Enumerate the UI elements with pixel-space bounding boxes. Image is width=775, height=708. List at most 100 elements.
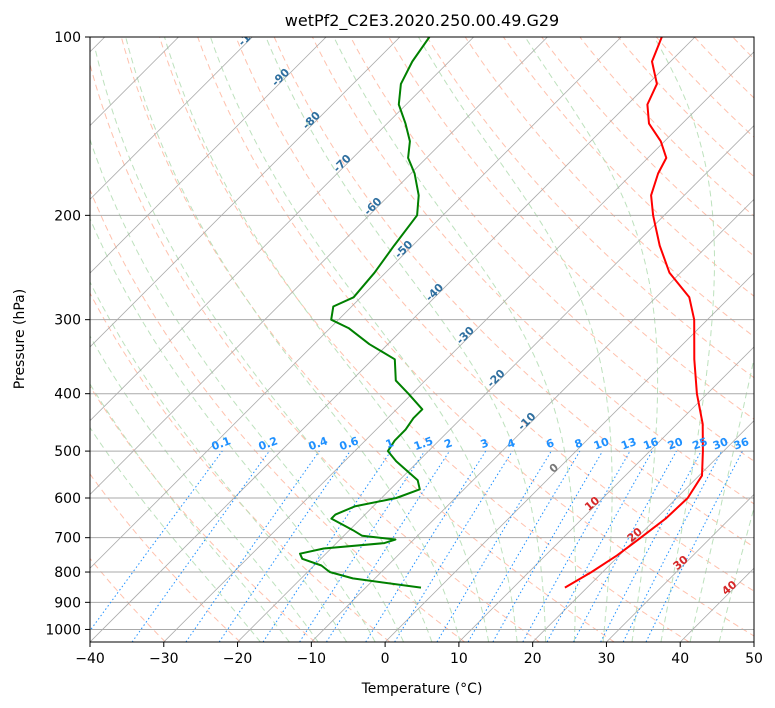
x-tick-label: 10 xyxy=(450,651,468,667)
dry-adiabat xyxy=(235,37,754,592)
dry-adiabat xyxy=(426,37,754,379)
moist-adiabat xyxy=(418,37,613,642)
dry-adiabat-label: -100 xyxy=(236,20,265,49)
chart-title: wetPf2_C2E3.2020.250.00.49.G29 xyxy=(285,11,559,31)
mixing-ratio-label: 1 xyxy=(384,436,396,451)
moist-adiabat-label: 40 xyxy=(719,578,739,598)
isotherm xyxy=(90,37,696,642)
dry-adiabat xyxy=(541,37,754,257)
sounding-series-line xyxy=(299,37,431,589)
mixing-ratio-label: 8 xyxy=(573,436,585,451)
y-tick-label: 200 xyxy=(54,208,81,224)
isotherm xyxy=(90,37,474,422)
dry-adiabat xyxy=(90,62,540,642)
mixing-ratio-line xyxy=(325,450,450,642)
mixing-ratio-label: 25 xyxy=(691,435,710,452)
mixing-ratio-label: 0.6 xyxy=(338,434,361,453)
dry-adiabat-label: -30 xyxy=(454,324,477,347)
mixing-ratio-line xyxy=(394,450,513,642)
dry-adiabat xyxy=(311,37,754,505)
mixing-ratio-line xyxy=(436,450,552,642)
mixing-ratio-label: 30 xyxy=(711,435,730,453)
mixing-ratio-line xyxy=(131,450,270,642)
isotherm xyxy=(163,51,754,642)
isotherm xyxy=(753,641,754,642)
mixing-ratio-line xyxy=(546,450,653,642)
dry-adiabat xyxy=(197,37,754,637)
mixing-ratio-line xyxy=(573,450,677,642)
mixing-ratio-line xyxy=(262,450,392,642)
plot-frame xyxy=(89,36,755,643)
y-tick-label: 700 xyxy=(54,531,81,547)
mixing-ratio-line xyxy=(522,450,631,642)
y-tick-label: 600 xyxy=(54,491,81,507)
mixing-ratio-line xyxy=(185,450,320,642)
isotherm xyxy=(90,37,622,569)
moist-adiabat xyxy=(265,37,547,642)
moist-adiabat xyxy=(90,426,261,642)
dry-adiabat xyxy=(273,37,754,548)
moist-adiabat xyxy=(90,335,319,642)
mixing-ratio-label: 20 xyxy=(666,435,685,453)
mixing-ratio-label: 3 xyxy=(479,436,491,451)
dry-adiabat xyxy=(694,37,754,99)
y-tick-label: 300 xyxy=(54,313,81,329)
isotherm xyxy=(90,37,548,496)
mixing-ratio-label: 1.5 xyxy=(412,434,435,453)
mixing-ratio-line xyxy=(365,450,487,642)
isotherm xyxy=(90,37,327,274)
moist-adiabat xyxy=(125,37,461,642)
x-tick-label: 30 xyxy=(598,651,616,667)
mixing-ratio-label: 4 xyxy=(505,436,517,451)
dry-adiabat xyxy=(464,37,754,338)
y-tick-label: 900 xyxy=(54,595,81,611)
moist-adiabat xyxy=(164,37,490,642)
dry-adiabat xyxy=(90,188,465,642)
moist-adiabat xyxy=(524,37,659,642)
mixing-ratio-label: 0.1 xyxy=(210,434,233,453)
sounding-series-line xyxy=(564,37,704,589)
dry-adiabat xyxy=(655,37,754,138)
dry-adiabat xyxy=(502,37,754,297)
moist-adiabat xyxy=(90,383,290,642)
mixing-ratio-line xyxy=(90,450,223,632)
isotherm xyxy=(606,493,754,642)
isotherm xyxy=(532,420,754,642)
dry-adiabat-label: -80 xyxy=(300,109,323,132)
mixing-ratio-line xyxy=(622,450,723,642)
moist-adiabat xyxy=(689,356,754,642)
y-tick-label: 500 xyxy=(54,444,81,460)
dry-adiabat-label: -10 xyxy=(515,410,538,433)
dry-adiabat xyxy=(90,473,241,642)
dry-adiabat xyxy=(350,37,754,462)
dry-adiabat-label: -40 xyxy=(423,281,446,304)
isotherm xyxy=(90,37,253,200)
mixing-ratio-line xyxy=(299,450,426,642)
x-tick-label: −40 xyxy=(75,651,105,667)
mixing-ratio-label: 2 xyxy=(442,436,454,451)
mixing-ratio-label: 36 xyxy=(732,435,751,453)
dry-adiabat xyxy=(120,37,615,642)
moist-adiabat xyxy=(90,280,348,642)
dry-adiabat-label: -20 xyxy=(484,367,507,390)
y-tick-label: 800 xyxy=(54,565,81,581)
mixing-ratio-label: 0.4 xyxy=(307,434,330,453)
moist-adiabat-label: 10 xyxy=(582,494,602,514)
mixing-ratio-label: 6 xyxy=(544,436,556,451)
moist-adiabat xyxy=(90,137,405,642)
x-tick-label: 20 xyxy=(524,651,542,667)
mixing-ratio-line xyxy=(218,450,351,642)
isotherm xyxy=(90,37,401,348)
x-tick-label: −20 xyxy=(223,651,253,667)
x-tick-label: 40 xyxy=(671,651,689,667)
dry-adiabat xyxy=(90,292,391,642)
mixing-ratio-label: 10 xyxy=(592,435,611,453)
mixing-ratio-label: 0.2 xyxy=(257,434,280,453)
dry-adiabat xyxy=(159,37,690,642)
x-tick-label: −30 xyxy=(149,651,179,667)
isotherm xyxy=(237,124,754,642)
mixing-ratio-label: 13 xyxy=(619,435,638,452)
x-axis-title: Temperature (°C) xyxy=(361,681,483,697)
y-tick-label: 400 xyxy=(54,387,81,403)
